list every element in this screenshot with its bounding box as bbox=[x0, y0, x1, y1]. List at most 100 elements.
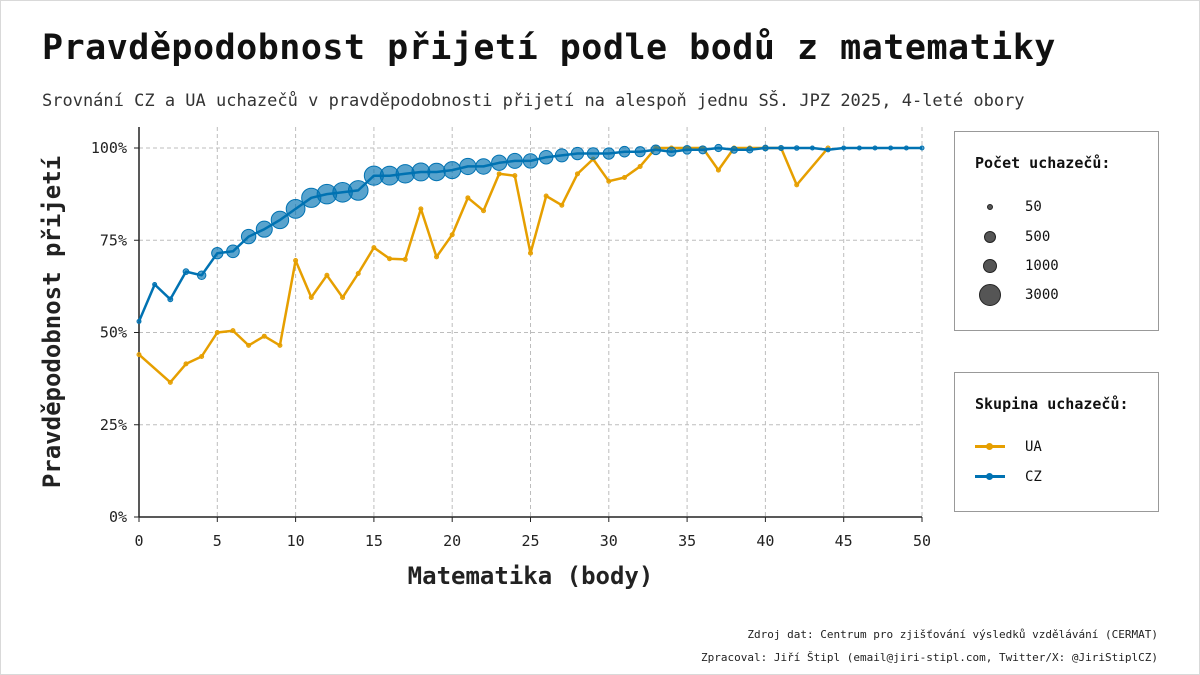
cz-data-point bbox=[443, 161, 462, 180]
x-tick-label: 20 bbox=[443, 532, 461, 550]
size-legend-marker bbox=[987, 204, 993, 210]
cz-data-point bbox=[285, 199, 306, 219]
ua-data-point bbox=[167, 379, 173, 385]
cz-line-swatch bbox=[975, 473, 1005, 480]
ua-data-point bbox=[308, 294, 314, 300]
size-legend-item: 50 bbox=[975, 197, 1042, 217]
cz-data-point bbox=[554, 148, 569, 163]
cz-data-point bbox=[506, 152, 523, 169]
cz-data-point bbox=[903, 145, 909, 151]
ua-data-point bbox=[559, 202, 565, 208]
cz-data-point bbox=[650, 144, 662, 156]
cz-data-point bbox=[888, 145, 894, 151]
y-axis-title: Pravděpodobnost přijetí bbox=[38, 156, 66, 488]
size-legend-marker bbox=[983, 259, 997, 273]
cz-data-point bbox=[730, 145, 738, 154]
x-tick-label: 5 bbox=[213, 532, 222, 550]
cz-data-point bbox=[793, 145, 800, 151]
ua-data-point bbox=[637, 163, 643, 169]
ua-data-point bbox=[214, 330, 220, 335]
x-tick-label: 50 bbox=[913, 532, 931, 550]
chart-subtitle: Srovnání CZ a UA uchazečů v pravděpodobn… bbox=[42, 91, 1025, 111]
group-legend: Skupina uchazečů: UA CZ bbox=[954, 372, 1159, 512]
ua-data-point bbox=[621, 175, 627, 181]
cz-data-point bbox=[411, 162, 431, 182]
x-tick-label: 25 bbox=[521, 532, 539, 550]
cz-data-point bbox=[136, 318, 142, 324]
ua-data-point bbox=[418, 206, 424, 212]
cz-data-point bbox=[762, 144, 769, 152]
ua-data-point bbox=[465, 195, 471, 201]
size-legend-label: 3000 bbox=[1025, 287, 1059, 303]
cz-data-point bbox=[182, 268, 190, 275]
cz-data-point bbox=[152, 282, 158, 288]
ua-data-point bbox=[199, 353, 205, 359]
cz-data-point bbox=[491, 154, 508, 171]
source-note: Zdroj dat: Centrum pro zjišťování výsled… bbox=[747, 628, 1158, 641]
ua-data-point bbox=[277, 342, 283, 348]
cz-data-point bbox=[856, 145, 862, 151]
cz-data-point bbox=[919, 145, 925, 151]
y-tick-label: 0% bbox=[109, 508, 127, 526]
cz-data-point bbox=[459, 157, 477, 176]
ua-data-point bbox=[355, 270, 361, 276]
x-tick-label: 35 bbox=[678, 532, 696, 550]
y-tick-label: 25% bbox=[100, 416, 127, 434]
cz-data-point bbox=[240, 228, 257, 245]
x-tick-label: 0 bbox=[134, 532, 143, 550]
ua-data-point bbox=[794, 182, 800, 188]
chart-title: Pravděpodobnost přijetí podle bodů z mat… bbox=[42, 28, 1056, 68]
size-legend-item: 3000 bbox=[975, 284, 1059, 306]
cz-data-point bbox=[211, 247, 224, 260]
ua-data-point bbox=[481, 208, 487, 214]
size-legend-item: 1000 bbox=[975, 256, 1059, 276]
cz-data-point bbox=[714, 143, 723, 153]
x-tick-label: 15 bbox=[365, 532, 383, 550]
ua-data-point bbox=[434, 254, 440, 260]
size-legend-item: 500 bbox=[975, 227, 1050, 247]
y-tick-label: 100% bbox=[91, 139, 127, 157]
size-legend-marker bbox=[984, 231, 996, 243]
cz-data-point bbox=[825, 147, 831, 153]
size-legend-title: Počet uchazečů: bbox=[975, 154, 1111, 172]
ua-data-point bbox=[246, 342, 252, 348]
size-legend-marker bbox=[979, 284, 1001, 306]
cz-data-point bbox=[167, 296, 174, 303]
cz-data-point bbox=[872, 145, 878, 151]
ua-data-point bbox=[449, 232, 455, 238]
ua-data-point bbox=[340, 294, 346, 300]
cz-data-point bbox=[226, 244, 240, 259]
cz-data-point bbox=[618, 145, 631, 158]
group-legend-title: Skupina uchazečů: bbox=[975, 395, 1129, 413]
cz-data-point bbox=[586, 147, 600, 160]
ua-data-point bbox=[512, 173, 518, 179]
ua-data-point bbox=[261, 333, 267, 339]
cz-data-point bbox=[427, 162, 446, 182]
cz-data-point bbox=[841, 145, 847, 151]
ua-data-point bbox=[606, 178, 612, 184]
cz-data-point bbox=[270, 210, 290, 230]
cz-data-point bbox=[196, 270, 207, 281]
cz-data-point bbox=[634, 146, 646, 158]
y-tick-label: 50% bbox=[100, 324, 127, 342]
group-legend-label: CZ bbox=[1025, 469, 1042, 485]
author-note: Zpracoval: Jiří Štipl (email@jiri-stipl.… bbox=[701, 651, 1158, 664]
size-legend-label: 500 bbox=[1025, 229, 1051, 245]
cz-data-point bbox=[682, 145, 692, 155]
y-tick-label: 75% bbox=[100, 231, 127, 249]
x-axis-title: Matematika (body) bbox=[408, 562, 654, 590]
ua-data-point bbox=[496, 171, 502, 177]
ua-series-line bbox=[138, 146, 829, 384]
cz-data-point bbox=[778, 144, 785, 152]
size-legend-label: 50 bbox=[1025, 199, 1042, 215]
x-tick-label: 40 bbox=[756, 532, 774, 550]
cz-data-point bbox=[698, 145, 708, 155]
cz-data-point bbox=[347, 180, 369, 201]
size-legend-label: 1000 bbox=[1025, 258, 1059, 274]
ua-data-point bbox=[136, 352, 142, 358]
x-tick-label: 10 bbox=[287, 532, 305, 550]
ua-data-point bbox=[543, 193, 549, 199]
ua-data-point bbox=[293, 258, 299, 264]
ua-data-point bbox=[574, 171, 580, 177]
